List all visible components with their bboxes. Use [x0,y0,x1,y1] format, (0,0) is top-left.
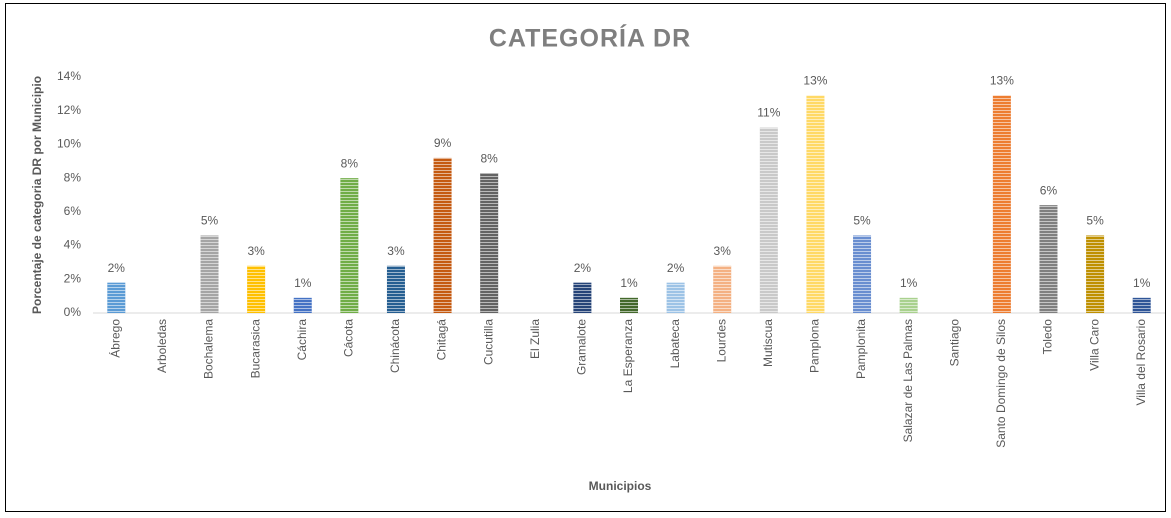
bar-texture [107,282,126,313]
y-tick-label: 6% [64,204,82,218]
x-tick-label: Lourdes [714,319,728,362]
x-tick-label: Santiago [947,319,961,367]
bar-texture [853,235,872,313]
x-tick-label: Toledo [1041,319,1055,355]
bar-texture [386,265,405,313]
bar-texture [1132,297,1151,313]
data-label: 8% [481,151,499,165]
data-label: 2% [667,261,685,275]
x-tick-label: Mutiscua [761,319,775,367]
data-label: 1% [294,276,312,290]
data-label: 1% [620,276,638,290]
bar-texture [620,297,638,313]
data-label: 3% [247,244,265,258]
bar-texture [200,235,219,313]
x-tick-label: Labateca [668,319,682,369]
x-tick-label: Cáchira [295,319,309,361]
bar-texture [247,265,266,313]
data-label: 5% [201,214,219,228]
x-tick-label: Villa Caro [1087,319,1101,371]
bar-texture [340,178,359,313]
x-tick-label: Cácota [342,319,356,357]
chart-title: CATEGORÍA DR [489,24,691,53]
x-tick-label: Arboledas [155,319,169,373]
data-label: 5% [1086,214,1104,228]
bar-texture [806,95,825,314]
bar-texture [759,127,778,313]
y-tick-label: 10% [57,137,81,151]
x-tick-label: La Esperanza [621,319,635,393]
x-tick-label: Bochalema [202,319,216,379]
x-tick-label: Bucarasica [248,319,262,379]
x-tick-label: Ábrego [107,319,122,358]
y-tick-label: 2% [64,271,82,285]
bar-texture [666,282,685,313]
y-tick-label: 12% [57,103,81,117]
bar-texture [293,297,312,313]
bar-texture [713,265,732,313]
data-label: 2% [574,261,592,275]
data-label: 8% [341,156,359,170]
x-tick-label: El Zulia [528,319,542,359]
x-tick-label: Salazar de Las Palmas [901,319,915,442]
data-label: 9% [434,136,452,150]
y-axis-label: Porcentaje de categoria DR por Municipio [30,76,44,314]
bar-texture [573,282,592,313]
x-axis-label: Municipios [589,479,652,493]
x-tick-label: Santo Domingo de Silos [994,319,1008,448]
data-label: 2% [108,261,126,275]
data-label: 6% [1040,183,1058,197]
x-tick-label: Gramalote [575,319,589,375]
x-tick-label: Villa del Rosario [1134,319,1148,406]
bar-texture [992,95,1011,314]
y-tick-label: 14% [57,69,81,83]
x-tick-label: Chitagá [435,319,449,361]
bar-texture [1086,235,1105,313]
y-tick-label: 4% [64,238,82,252]
bar-texture [1039,205,1058,313]
data-label: 1% [1133,276,1151,290]
y-tick-label: 0% [64,305,82,319]
x-tick-label: Cucutilla [481,319,495,365]
x-tick-label: Chinácota [388,319,402,373]
bar-texture [433,157,452,313]
y-tick-label: 8% [64,170,82,184]
data-label: 13% [990,74,1014,88]
x-tick-label: Pamplonita [854,319,868,379]
data-label: 3% [387,244,405,258]
data-label: 1% [900,276,918,290]
data-label: 3% [714,244,732,258]
bar-texture [480,173,499,313]
x-tick-label: Pamplona [808,319,822,373]
data-label: 13% [803,74,827,88]
data-label: 11% [757,106,780,120]
data-label: 5% [853,214,871,228]
bar-texture [899,297,918,313]
chart-frame [5,3,1166,512]
